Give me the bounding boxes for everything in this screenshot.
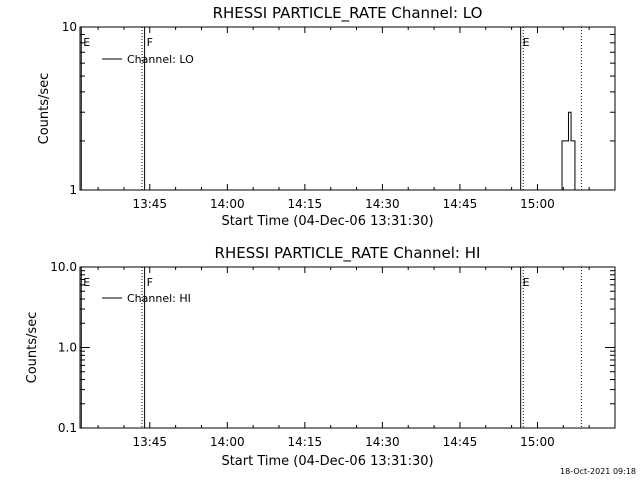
x-tick-label: 15:00: [520, 197, 555, 211]
timestamp-label: 18-Oct-2021 09:18: [560, 467, 636, 476]
event-marker-label: E: [523, 36, 530, 49]
chart-title: RHESSI PARTICLE_RATE Channel: HI: [215, 244, 481, 263]
plot-frame: [79, 26, 616, 191]
event-marker-label: E: [523, 276, 530, 289]
y-tick-label: 1.0: [58, 341, 77, 355]
event-marker-label: F: [147, 276, 153, 289]
y-tick-label: 10.0: [50, 260, 77, 274]
data-series-line: [560, 111, 579, 191]
x-tick-label: 15:00: [520, 435, 555, 449]
y-tick-label: 0.1: [58, 421, 77, 435]
x-tick-label: 14:00: [210, 435, 245, 449]
x-axis-label: Start Time (04-Dec-06 13:31:30): [221, 454, 433, 469]
y-axis-label: Counts/sec: [37, 73, 52, 145]
chart-title: RHESSI PARTICLE_RATE Channel: LO: [213, 4, 483, 23]
x-tick-label: 14:45: [443, 435, 478, 449]
x-tick-label: 13:45: [132, 435, 167, 449]
x-tick-label: 14:15: [288, 197, 323, 211]
y-axis-label: Counts/sec: [25, 312, 40, 384]
event-marker-label: F: [147, 36, 153, 49]
x-tick-label: 14:00: [210, 197, 245, 211]
event-marker-label: E: [83, 276, 90, 289]
legend-label: Channel: HI: [127, 292, 191, 305]
x-tick-label: 14:30: [365, 435, 400, 449]
x-tick-label: 14:45: [443, 197, 478, 211]
y-tick-label: 10: [62, 20, 77, 34]
chart-panel: RHESSI PARTICLE_RATE Channel: LO 13:45 14:…: [37, 4, 616, 229]
legend-label: Channel: LO: [127, 53, 194, 66]
x-axis-label: Start Time (04-Dec-06 13:31:30): [221, 214, 433, 229]
x-tick-label: 13:45: [132, 197, 167, 211]
chart-panel: RHESSI PARTICLE_RATE Channel: HI 13:45 14:…: [25, 244, 616, 469]
x-tick-label: 14:15: [288, 435, 323, 449]
x-tick-label: 14:30: [365, 197, 400, 211]
event-marker-label: E: [83, 36, 90, 49]
y-tick-label: 1: [69, 183, 77, 197]
